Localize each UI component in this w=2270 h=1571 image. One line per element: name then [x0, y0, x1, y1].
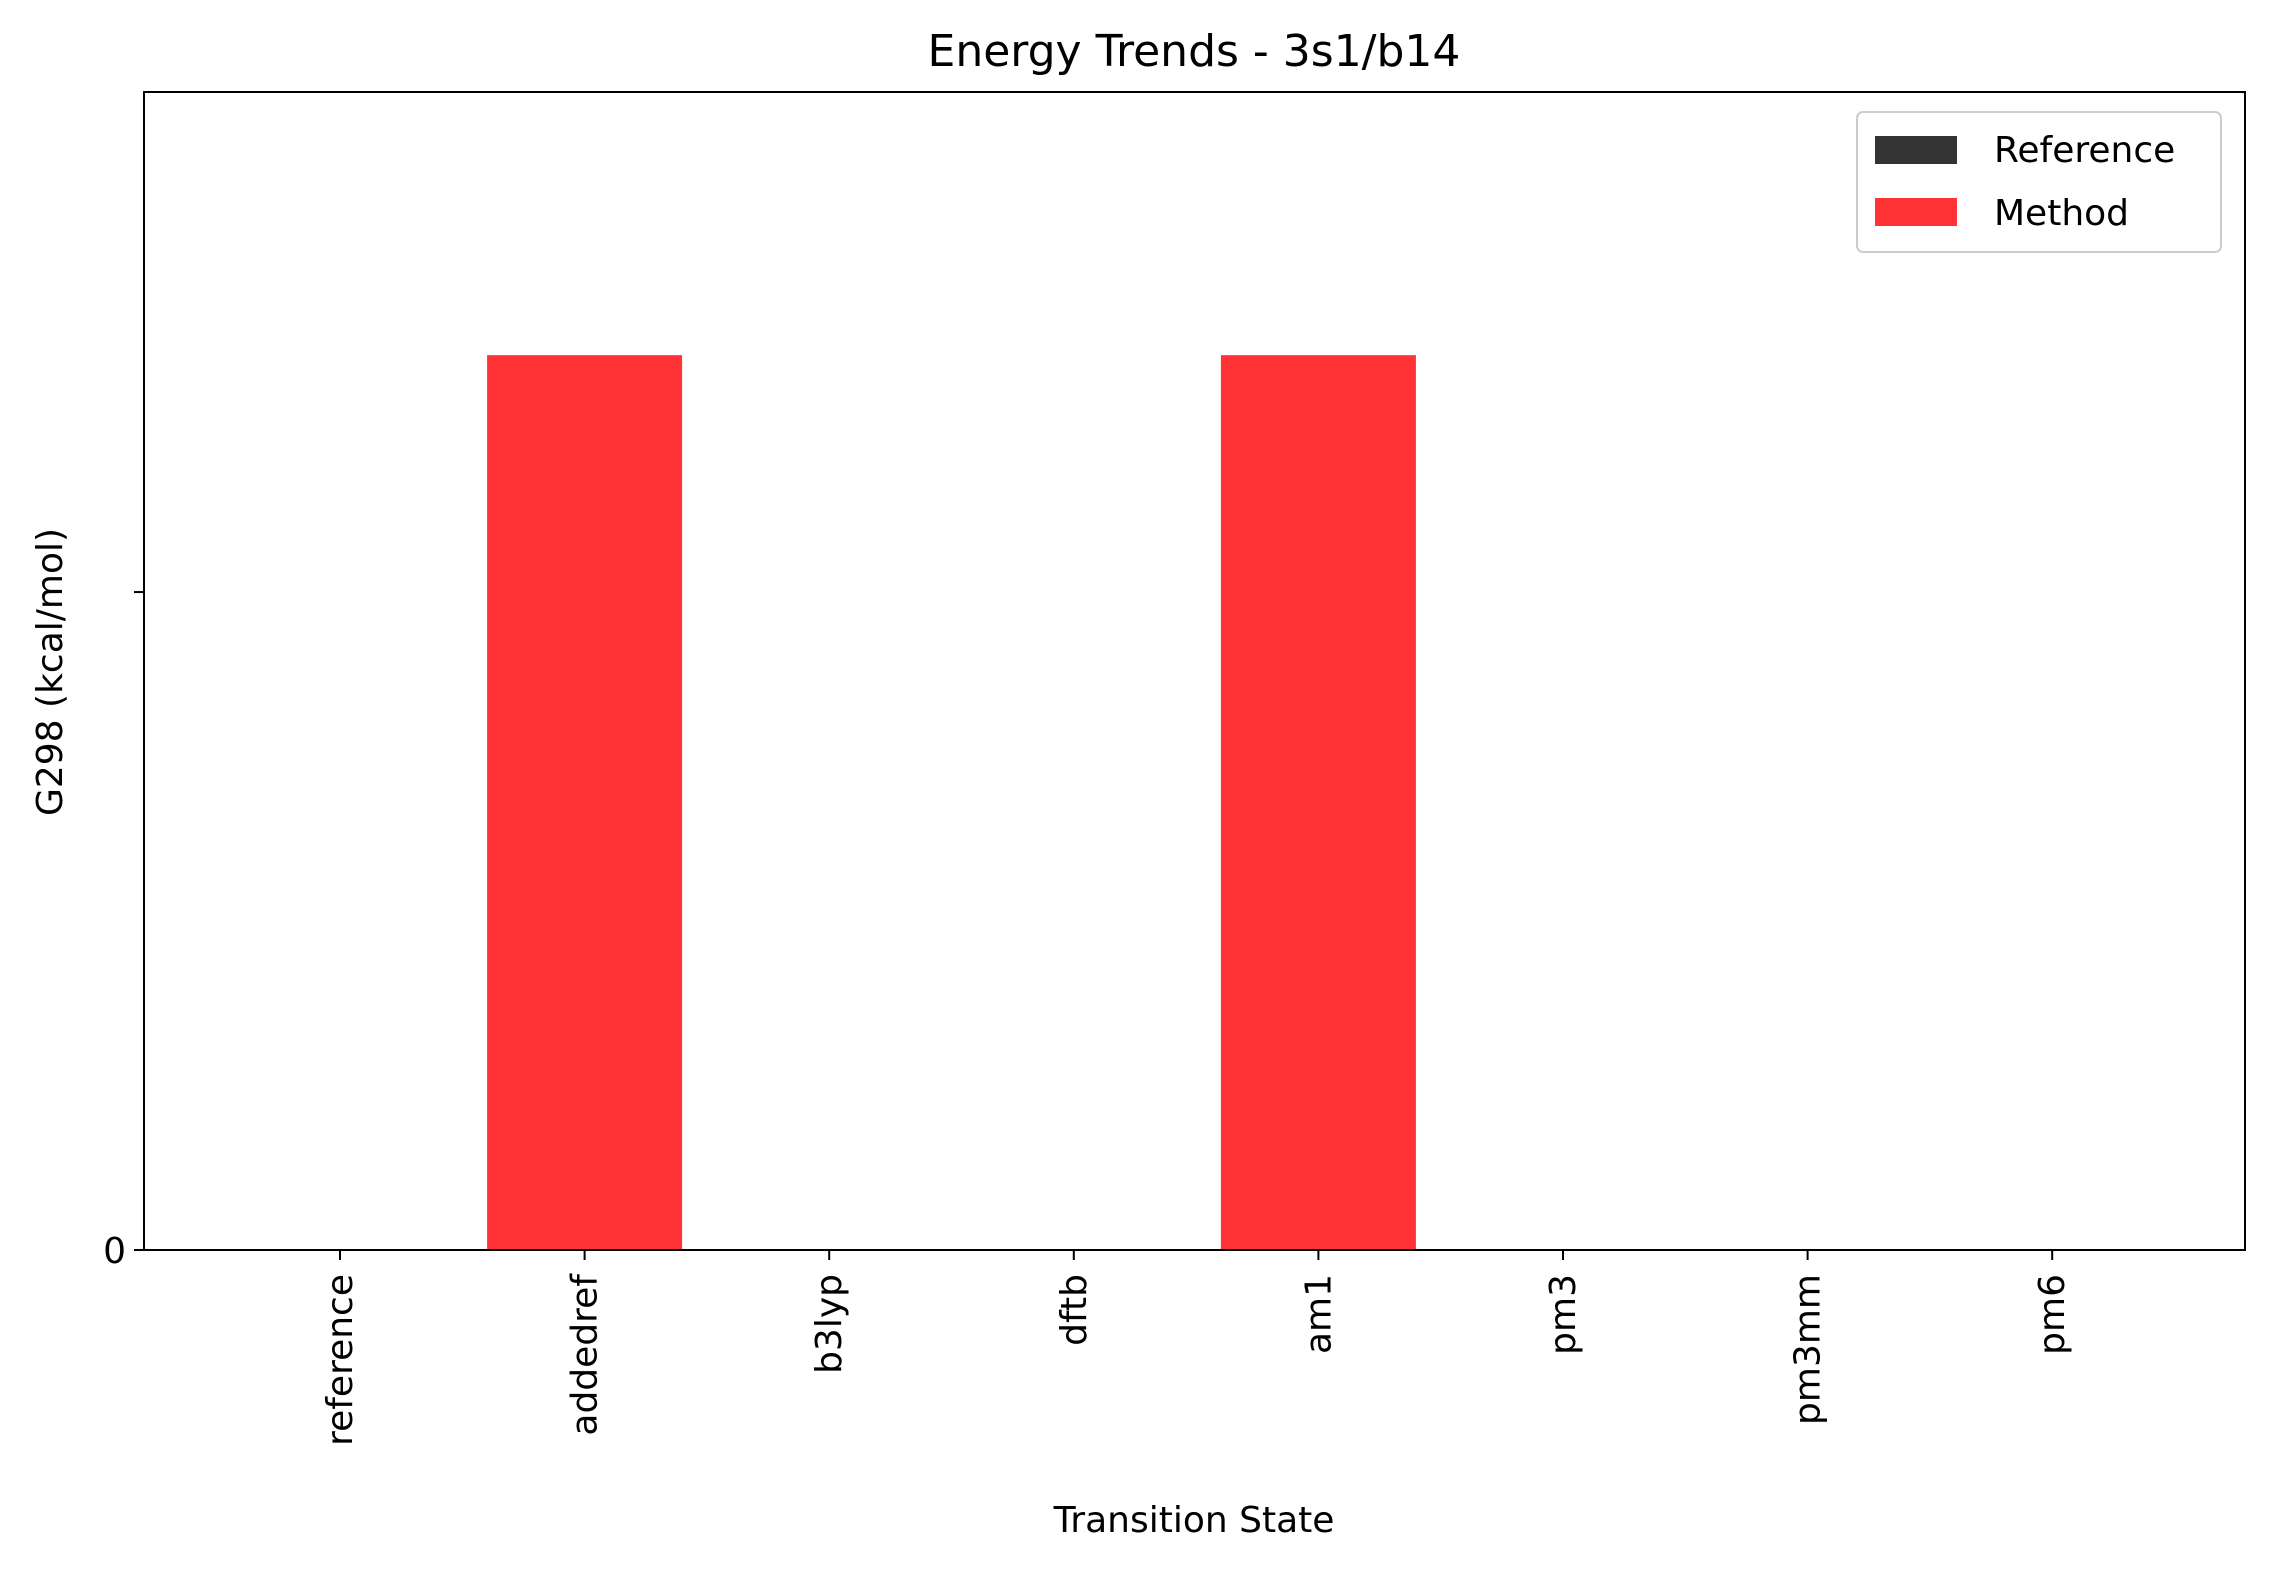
legend-label-reference: Reference [1994, 130, 2175, 171]
legend-swatch-reference [1875, 136, 1957, 164]
x-axis-label: Transition State [1053, 1500, 1335, 1541]
y-tick-label: 0 [103, 1231, 126, 1272]
x-tick-label-b3lyp: b3lyp [809, 1274, 850, 1374]
bar-method-addedref [487, 355, 683, 1250]
legend: Reference Method [1856, 111, 2222, 253]
x-tick-label-reference: reference [320, 1274, 361, 1446]
x-tick-label-addedref: addedref [565, 1273, 606, 1436]
x-tick-label-dftb: dftb [1054, 1274, 1095, 1346]
y-axis-label: G298 (kcal/mol) [30, 528, 71, 816]
x-tick-label-am1: am1 [1298, 1274, 1339, 1354]
ticks-layer: reference addedref b3lyp dftb am1 pm3 pm3mm pm6… [103, 591, 2073, 1446]
legend-swatch-method [1875, 198, 1957, 226]
plot-frame [143, 91, 2246, 1251]
x-tick-label-pm3mm: pm3mm [1788, 1274, 1829, 1425]
x-tick-label-pm3: pm3 [1543, 1274, 1584, 1355]
bar-method-am1 [1220, 355, 1416, 1250]
chart-title: Energy Trends - 3s1/b14 [928, 26, 1461, 77]
bars-layer [487, 355, 1416, 1250]
x-tick-label-pm6: pm6 [2032, 1274, 2073, 1355]
legend-label-method: Method [1994, 193, 2129, 234]
